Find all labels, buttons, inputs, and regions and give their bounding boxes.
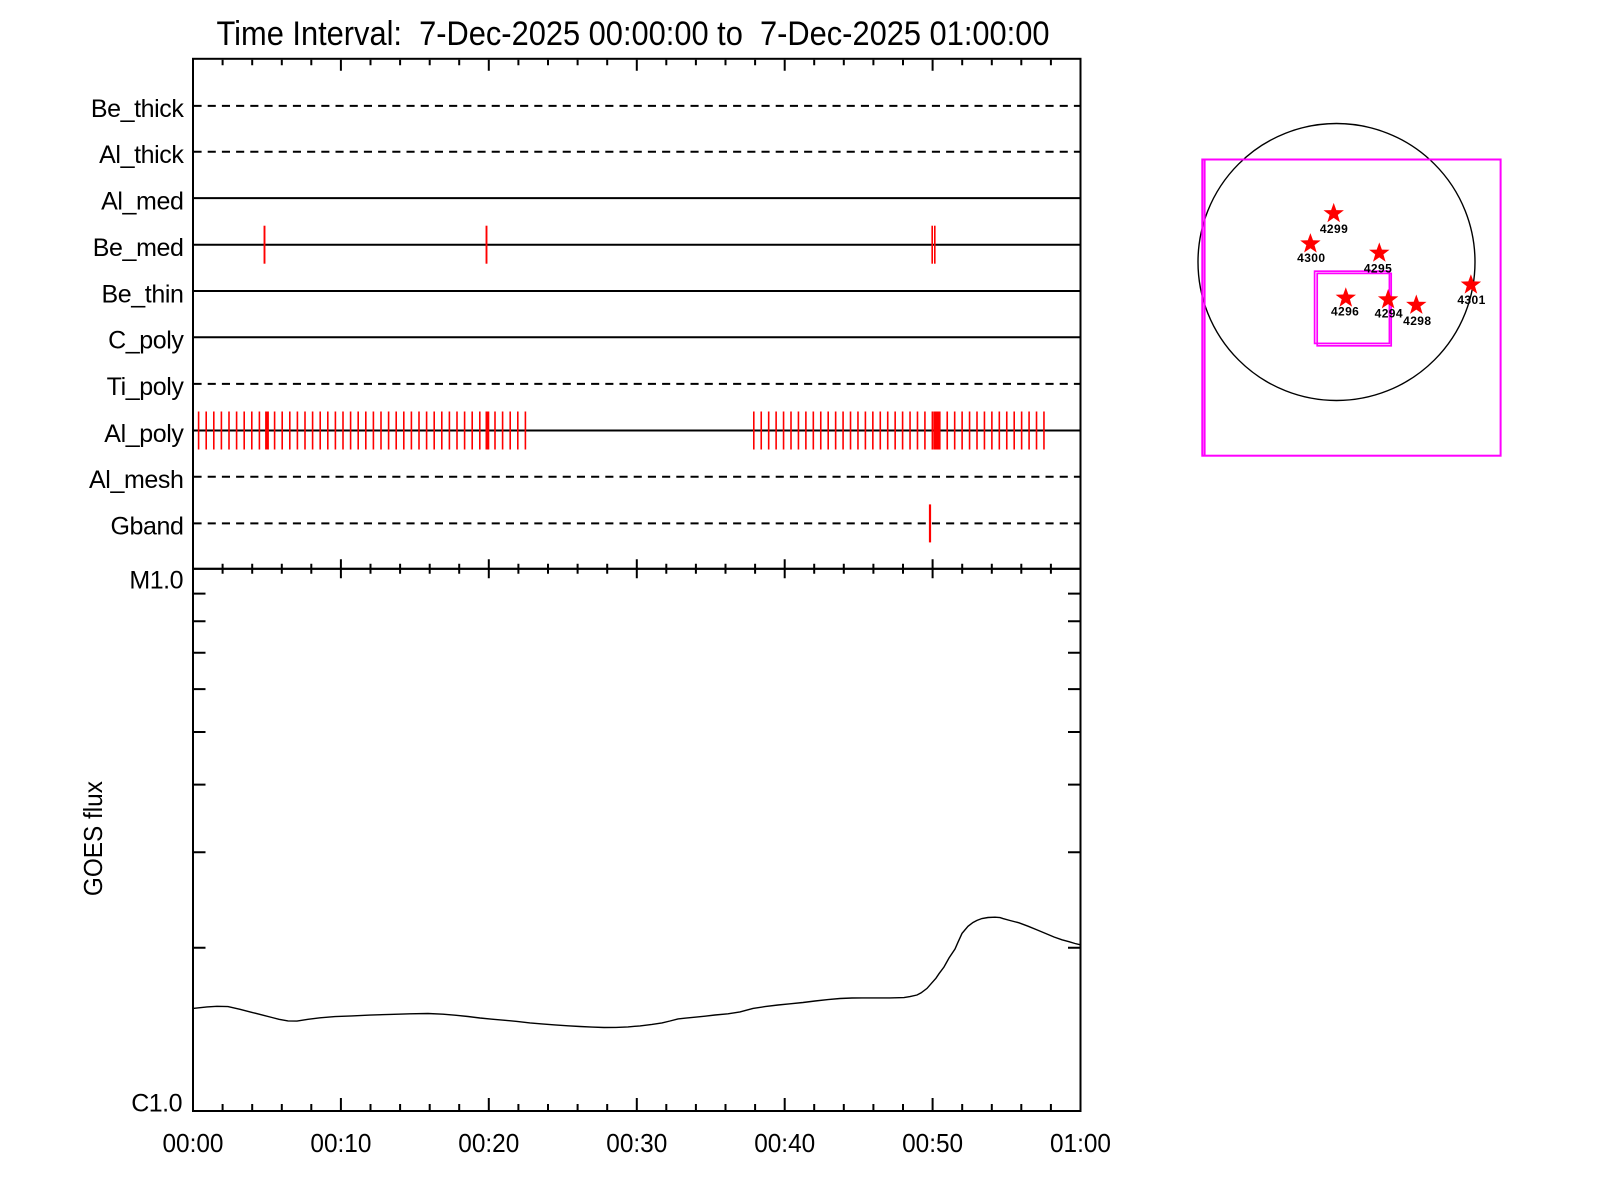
svg-text:Time Interval: 7-Dec-2025 00:: Time Interval: 7-Dec-2025 00:00:00 to 7-… <box>217 15 1050 53</box>
svg-text:4294: 4294 <box>1375 307 1403 321</box>
svg-text:4299: 4299 <box>1320 222 1348 236</box>
svg-text:Gband: Gband <box>110 513 183 541</box>
svg-text:Al_mesh: Al_mesh <box>89 466 183 494</box>
svg-text:00:50: 00:50 <box>902 1128 963 1158</box>
svg-text:M1.0: M1.0 <box>129 567 183 595</box>
svg-text:Al_poly: Al_poly <box>104 420 184 448</box>
svg-text:4296: 4296 <box>1331 305 1359 319</box>
svg-text:00:00: 00:00 <box>163 1128 224 1158</box>
svg-text:4298: 4298 <box>1403 314 1431 328</box>
svg-text:Be_med: Be_med <box>93 234 184 262</box>
svg-text:00:30: 00:30 <box>606 1128 667 1158</box>
svg-text:01:00: 01:00 <box>1050 1128 1111 1158</box>
svg-text:4301: 4301 <box>1457 293 1485 307</box>
svg-text:4295: 4295 <box>1364 261 1392 275</box>
svg-text:Ti_poly: Ti_poly <box>107 373 185 401</box>
svg-text:00:20: 00:20 <box>458 1128 519 1158</box>
svg-text:00:10: 00:10 <box>310 1128 371 1158</box>
svg-text:Al_med: Al_med <box>101 187 183 215</box>
svg-text:4300: 4300 <box>1297 251 1325 265</box>
svg-text:Al_thick: Al_thick <box>99 141 184 169</box>
svg-text:Be_thin: Be_thin <box>102 280 184 308</box>
svg-text:Be_thick: Be_thick <box>91 95 185 123</box>
svg-text:00:40: 00:40 <box>754 1128 815 1158</box>
svg-text:GOES flux: GOES flux <box>78 781 108 896</box>
svg-text:C_poly: C_poly <box>108 327 184 355</box>
svg-text:C1.0: C1.0 <box>131 1090 182 1118</box>
